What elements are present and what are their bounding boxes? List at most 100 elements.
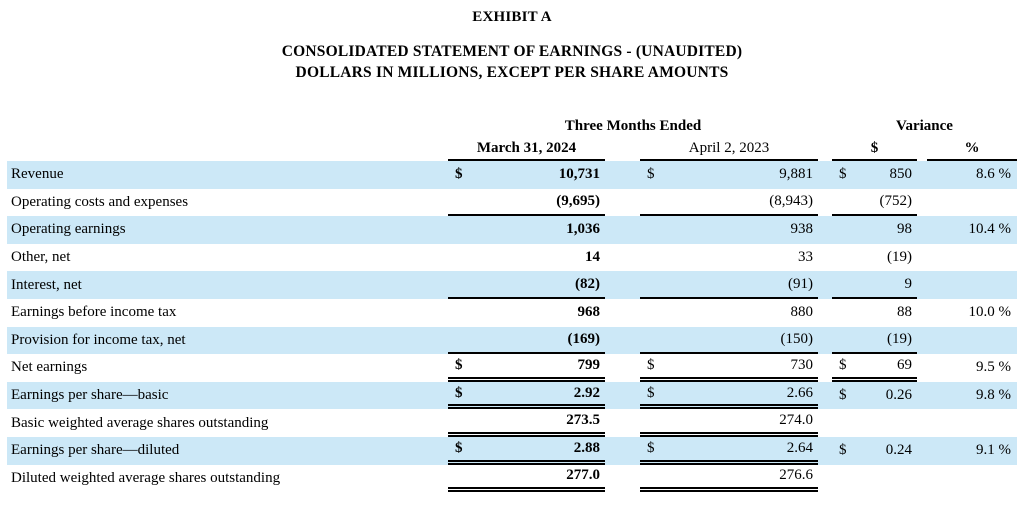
prior-value-cell: 33	[640, 244, 818, 272]
table-row: Other, net 14 33 (19)	[7, 244, 1017, 272]
percent-value	[927, 244, 1017, 272]
currency-symbol: $	[647, 384, 655, 401]
currency-symbol: $	[455, 384, 463, 401]
table-row: Provision for income tax, net (169) (150) (…	[7, 326, 1017, 355]
prior-value-cell: (150)	[640, 327, 818, 355]
table-row: Earnings per share—basic $2.92 $2.66 $0.26 9…	[7, 381, 1017, 410]
prior-value-cell: (8,943)	[640, 189, 818, 217]
prior-value-cell: 938	[640, 216, 818, 244]
prior-value: 2.64	[786, 439, 813, 456]
table-row: Basic weighted average shares outstandin…	[7, 409, 1017, 437]
row-label: Earnings per share—basic	[11, 387, 169, 404]
current-value: 277.0	[566, 467, 600, 484]
table-row: Interest, net (82) (91) 9	[7, 271, 1017, 299]
prior-value: 938	[790, 221, 814, 238]
row-label: Provision for income tax, net	[11, 331, 186, 348]
current-value-cell: 968	[448, 299, 605, 327]
group-header-three-months-ended: Three Months Ended	[564, 118, 702, 134]
column-header-prior-period: April 2, 2023	[640, 135, 818, 161]
current-value-cell: (169)	[448, 327, 605, 355]
variance-value-cell	[832, 465, 917, 493]
table-row: Diluted weighted average shares outstand…	[7, 465, 1017, 493]
prior-value: 880	[790, 304, 814, 321]
table-row: Net earnings $799 $730 $69 9.5 %	[7, 354, 1017, 382]
percent-value	[927, 327, 1017, 355]
current-value: 273.5	[566, 412, 600, 429]
percent-value: 9.8 %	[976, 387, 1011, 404]
variance-value-cell	[832, 409, 917, 437]
prior-value-cell: $730	[640, 354, 818, 382]
variance-value-cell: $0.26	[832, 382, 917, 410]
variance-value-cell: 9	[832, 271, 917, 299]
current-value-cell: 273.5	[448, 409, 605, 437]
current-value-cell: 277.0	[448, 465, 605, 493]
currency-symbol: $	[647, 439, 655, 456]
prior-value: (8,943)	[769, 192, 813, 209]
currency-symbol: $	[647, 356, 655, 373]
variance-value-cell: (19)	[832, 327, 917, 355]
current-value: (169)	[567, 330, 601, 347]
prior-value-cell: (91)	[640, 271, 818, 299]
row-label: Interest, net	[11, 276, 82, 293]
row-label: Earnings before income tax	[11, 304, 177, 321]
column-header-variance-dollar: $	[832, 135, 917, 161]
currency-symbol: $	[839, 166, 847, 183]
percent-value: 10.4 %	[968, 221, 1012, 238]
prior-value-cell: 274.0	[640, 409, 818, 437]
statement-subtitle: DOLLARS IN MILLIONS, EXCEPT PER SHARE AM…	[295, 64, 729, 81]
prior-value: 276.6	[779, 467, 813, 484]
variance-value-cell: 88	[832, 299, 917, 327]
currency-symbol: $	[647, 166, 655, 183]
current-value-cell: 14	[448, 244, 605, 272]
prior-value-cell: 276.6	[640, 465, 818, 493]
row-label: Revenue	[11, 166, 64, 183]
prior-value: 730	[790, 356, 814, 373]
current-value: 14	[585, 249, 600, 266]
variance-value: 850	[889, 166, 913, 183]
row-label: Diluted weighted average shares outstand…	[11, 469, 281, 486]
variance-value-cell: 98	[832, 216, 917, 244]
variance-value: 69	[897, 356, 912, 373]
table-row: Revenue $10,731 $9,881 $850 8.6 %	[7, 161, 1017, 189]
current-value: 2.88	[573, 439, 600, 456]
currency-symbol: $	[839, 356, 847, 373]
percent-value	[927, 189, 1017, 217]
current-value: (9,695)	[556, 192, 600, 209]
variance-value: 88	[897, 304, 912, 321]
currency-symbol: $	[455, 356, 463, 373]
currency-symbol: $	[455, 166, 463, 183]
variance-value-cell: $69	[832, 354, 917, 382]
current-value-cell: $2.88	[448, 437, 605, 465]
variance-value: (752)	[879, 192, 913, 209]
variance-value: 98	[897, 221, 912, 238]
group-header-variance: Variance	[896, 118, 953, 134]
row-label: Earnings per share—diluted	[11, 442, 180, 459]
current-value-cell: $799	[448, 354, 605, 382]
prior-value-cell: $9,881	[640, 161, 818, 189]
column-header-current-period: March 31, 2024	[448, 135, 605, 161]
variance-value-cell: $850	[832, 161, 917, 189]
variance-value-cell: $0.24	[832, 437, 917, 465]
row-label: Other, net	[11, 249, 71, 266]
percent-value	[927, 465, 1017, 493]
current-value: 799	[577, 356, 601, 373]
current-value: 968	[577, 304, 601, 321]
percent-value: 9.1 %	[976, 442, 1011, 459]
variance-value: 9	[904, 275, 913, 292]
variance-value-cell: (19)	[832, 244, 917, 272]
table-column-header-row: March 31, 2024 April 2, 2023 $ %	[7, 135, 1017, 161]
current-value: 2.92	[573, 384, 600, 401]
currency-symbol: $	[839, 387, 847, 404]
row-label: Basic weighted average shares outstandin…	[11, 414, 269, 431]
percent-value	[927, 271, 1017, 299]
percent-value: 9.5 %	[976, 359, 1011, 376]
exhibit-label: EXHIBIT A	[472, 9, 552, 25]
current-value-cell: 1,036	[448, 216, 605, 244]
current-value-cell: (82)	[448, 271, 605, 299]
table-row: Operating earnings 1,036 938 98 10.4 %	[7, 216, 1017, 244]
percent-value: 10.0 %	[968, 304, 1012, 321]
current-value: 1,036	[566, 221, 600, 238]
row-label: Operating costs and expenses	[11, 193, 189, 210]
statement-title: CONSOLIDATED STATEMENT OF EARNINGS - (UN…	[281, 43, 743, 60]
